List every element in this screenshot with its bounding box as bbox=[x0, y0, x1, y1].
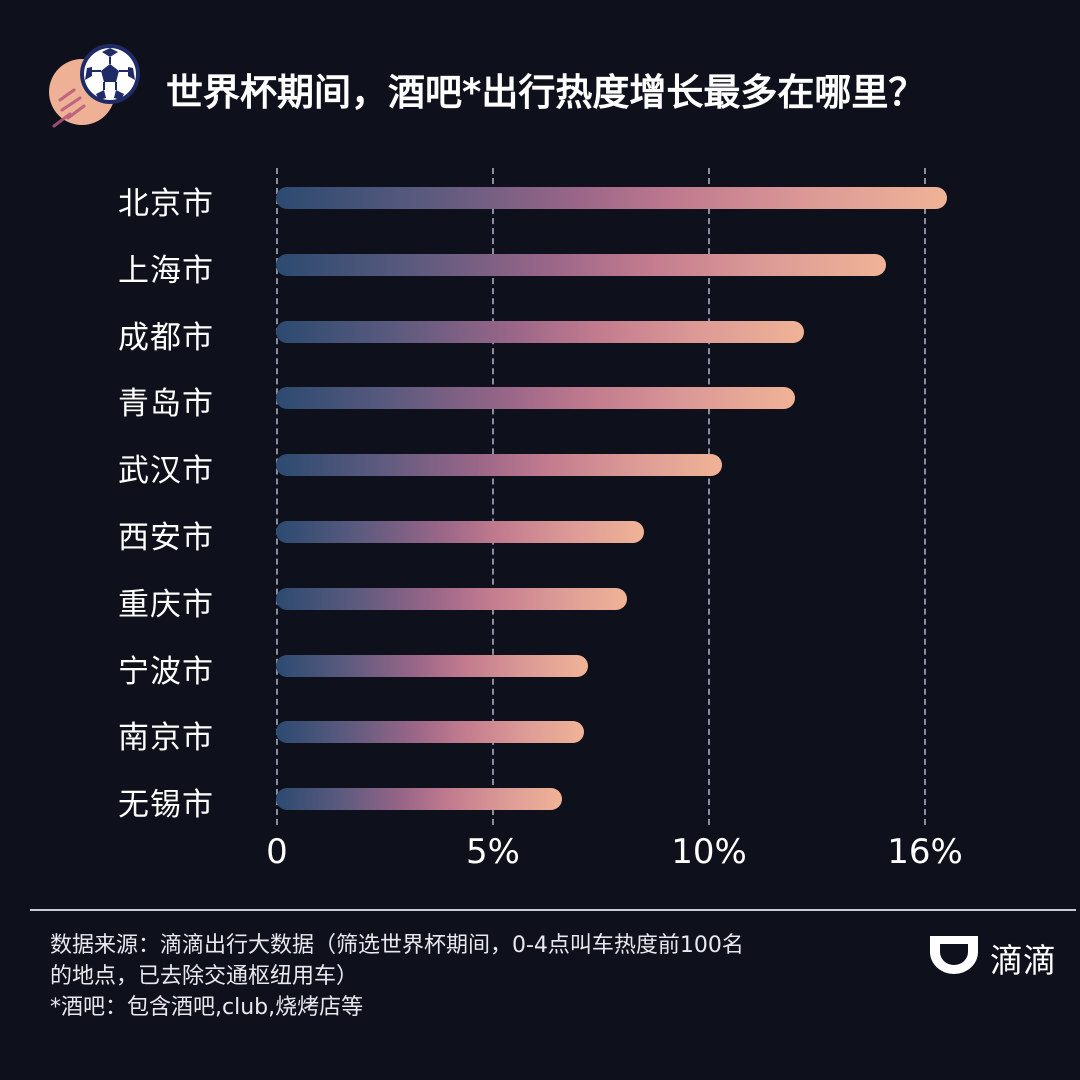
x-tick-label: 0 bbox=[266, 832, 288, 872]
bar-row: 西安市 bbox=[0, 506, 1080, 556]
bar-row: 青岛市 bbox=[0, 372, 1080, 422]
footer-divider bbox=[30, 909, 1076, 911]
bar bbox=[276, 253, 887, 276]
bar-row: 成都市 bbox=[0, 306, 1080, 356]
bar-row: 宁波市 bbox=[0, 640, 1080, 690]
city-label: 上海市 bbox=[118, 252, 214, 289]
brand-name: 滴滴 bbox=[990, 941, 1056, 980]
bar-row: 北京市 bbox=[0, 172, 1080, 222]
x-tick-label: 10% bbox=[671, 832, 747, 872]
bar-chart: 北京市上海市成都市青岛市武汉市西安市重庆市宁波市南京市无锡市 0 5% 10% 16% bbox=[0, 160, 1080, 880]
footnote: *酒吧：包含酒吧,club,烧烤店等 bbox=[50, 995, 364, 1020]
bar bbox=[276, 788, 563, 811]
city-label: 西安市 bbox=[118, 520, 214, 556]
city-label: 无锡市 bbox=[118, 787, 214, 824]
x-tick-label: 5% bbox=[466, 832, 520, 872]
bar-row: 无锡市 bbox=[0, 773, 1080, 823]
gridline bbox=[276, 168, 278, 825]
city-label: 南京市 bbox=[118, 720, 214, 757]
didi-logo-icon bbox=[930, 936, 978, 974]
bar bbox=[276, 387, 796, 410]
gridline bbox=[708, 168, 710, 825]
bar bbox=[276, 187, 947, 209]
didi-brand: 滴滴 bbox=[926, 930, 1076, 980]
source-line-1: 数据来源：滴滴出行大数据（筛选世界杯期间，0-4点叫车热度前100名 bbox=[50, 933, 744, 958]
city-label: 北京市 bbox=[118, 186, 214, 222]
city-label: 武汉市 bbox=[118, 453, 214, 490]
bar-row: 上海市 bbox=[0, 239, 1080, 289]
source-line-2: 的地点，已去除交通枢纽用车） bbox=[50, 964, 359, 989]
bar bbox=[276, 454, 722, 477]
bar-row: 重庆市 bbox=[0, 573, 1080, 623]
gridline bbox=[492, 168, 494, 825]
city-label: 重庆市 bbox=[118, 586, 214, 623]
chart-title: 世界杯期间，酒吧*出行热度增长最多在哪里？ bbox=[166, 71, 926, 114]
header: 世界杯期间，酒吧*出行热度增长最多在哪里？ bbox=[0, 0, 1080, 150]
bar bbox=[276, 721, 584, 744]
bar-row: 南京市 bbox=[0, 706, 1080, 756]
bar bbox=[276, 587, 627, 610]
bar-row: 武汉市 bbox=[0, 439, 1080, 489]
soccer-ball-icon bbox=[49, 44, 140, 128]
bar bbox=[276, 320, 805, 343]
bar bbox=[276, 521, 645, 543]
x-tick-label: 16% bbox=[887, 832, 963, 872]
bar bbox=[276, 654, 589, 677]
gridline bbox=[924, 168, 926, 825]
city-label: 成都市 bbox=[118, 319, 214, 356]
city-label: 宁波市 bbox=[118, 653, 214, 690]
city-label: 青岛市 bbox=[118, 386, 214, 423]
footer-notes: 数据来源：滴滴出行大数据（筛选世界杯期间，0-4点叫车热度前100名 的地点，已… bbox=[50, 930, 910, 1023]
